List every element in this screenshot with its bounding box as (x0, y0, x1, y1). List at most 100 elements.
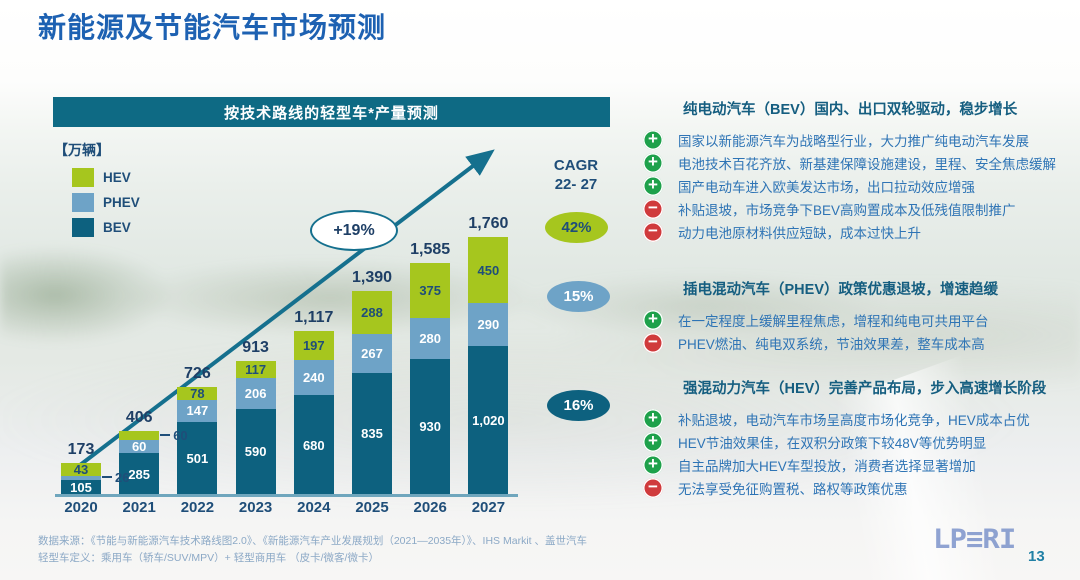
footnotes: 数据来源：《节能与新能源汽车技术路线图2.0》、《新能源汽车产业发展规划（202… (38, 533, 587, 567)
bar-segment-bev (293, 395, 334, 495)
bullet-item: + HEV节油效果佳，在双积分政策下较48V等优势明显 (635, 430, 1080, 453)
legend-item: PHEV (72, 193, 140, 212)
plus-icon: + (643, 175, 663, 196)
plus-icon: + (643, 152, 663, 173)
bar-total-label: 1,760 (468, 215, 509, 233)
section-title: 插电混动汽车（PHEV）政策优惠退坡，增速趋缓 (683, 282, 998, 298)
bar-total-label: 173 (67, 440, 95, 458)
segment-value: 375 (419, 282, 442, 298)
bar-segment-hev (293, 331, 334, 361)
bar-segment-phev (61, 475, 101, 480)
segment-value: 1,020 (472, 412, 505, 428)
bullet-item: − 无法享受免征购置税、路权等政策优惠 (635, 476, 1080, 499)
bullet-text: PHEV燃油、纯电双系统，节油效果差，整车成本高 (678, 336, 985, 352)
legend-swatch-hev (72, 168, 94, 187)
bar-total-label: 913 (242, 339, 269, 357)
chart-title-bar: 按技术路线的轻型车*产量预测 (53, 97, 610, 127)
sign-glyph: − (648, 476, 658, 496)
bullet-item: + 国家以新能源汽车为战略型行业，大力推广纯电动汽车发展 (635, 128, 1080, 151)
bullet-text: 自主品牌加大HEV车型投放，消费者选择显著增加 (678, 458, 976, 474)
sign-glyph: − (648, 197, 658, 217)
x-axis-tick-label: 2024 (297, 499, 331, 516)
bullet-text: 补贴退坡，电动汽车市场呈高度市场化竞争，HEV成本占优 (678, 412, 1030, 428)
x-axis-tick-label: 2022 (180, 499, 215, 516)
page-number: 13 (1028, 548, 1045, 565)
segment-value: 26 (115, 469, 130, 485)
segment-value: 501 (186, 450, 209, 466)
legend-item: HEV (72, 168, 140, 187)
bar-segment-hev (410, 262, 451, 318)
legend-label: PHEV (103, 195, 140, 210)
plus-icon: + (643, 309, 663, 330)
segment-value: 450 (477, 262, 500, 278)
x-axis-tick-label: 2020 (64, 499, 98, 516)
insight-section: 纯电动汽车（BEV）国内、出口双轮驱动，稳步增长 + 国家以新能源汽车为战略型行业，… (635, 98, 1080, 243)
plus-icon: + (643, 408, 663, 429)
bullet-item: − 补贴退坡，市场竞争下BEV高购置成本及低残值限制推广 (635, 197, 1080, 220)
legend-item: BEV (72, 218, 140, 237)
cagr-heading-line1: CAGR (553, 157, 599, 174)
bar-total-label: 406 (125, 409, 153, 427)
sign-glyph: + (648, 152, 658, 171)
sign-glyph: − (648, 220, 658, 240)
bar-segment-bev (61, 479, 101, 495)
plus-icon: + (643, 431, 663, 452)
segment-value: 835 (361, 426, 383, 442)
segment-value: 280 (419, 330, 442, 346)
segment-value: 240 (302, 370, 325, 386)
bullet-text: 无法享受免征购置税、路权等政策优惠 (678, 481, 908, 497)
sign-glyph: + (648, 408, 658, 427)
unit-label: 【万辆】 (54, 142, 110, 158)
legend-label: BEV (103, 220, 131, 235)
x-axis-line (55, 494, 518, 497)
cagr-heading: CAGR 22- 27 (540, 156, 612, 194)
chart-title: 按技术路线的轻型车*产量预测 (224, 104, 439, 122)
sign-glyph: + (648, 175, 658, 194)
bullet-item: − PHEV燃油、纯电双系统，节油效果差，整车成本高 (635, 331, 1080, 354)
bar-segment-hev (61, 462, 101, 476)
bullet-item: + 国产电动车进入欧美发达市场，出口拉动效应增强 (635, 174, 1080, 197)
segment-value: 590 (244, 444, 267, 460)
bullet-text: 国产电动车进入欧美发达市场，出口拉动效应增强 (678, 179, 975, 195)
bullet-item: + 补贴退坡，电动汽车市场呈高度市场化竞争，HEV成本占优 (635, 407, 1080, 430)
segment-value: 930 (419, 419, 442, 435)
bar-total-label: 726 (184, 365, 211, 383)
bullet-item: + 电池技术百花齐放、新基建保障设施建设，里程、安全焦虑缓解 (635, 151, 1080, 174)
segment-value-outside: 26 (102, 471, 129, 484)
insight-section: 插电混动汽车（PHEV）政策优惠退坡，增速趋缓 + 在一定程度上缓解里程焦虑，增程和… (635, 278, 1080, 354)
growth-annotation: +19% (333, 221, 375, 239)
section-title: 纯电动汽车（BEV）国内、出口双轮驱动，稳步增长 (683, 102, 1018, 118)
x-axis-tick-label: 2027 (471, 499, 506, 516)
bullet-text: HEV节油效果佳，在双积分政策下较48V等优势明显 (678, 435, 987, 451)
bar-segment-hev (468, 237, 509, 304)
chart-legend: HEV PHEV BEV (72, 168, 140, 237)
segment-value: 197 (302, 338, 325, 354)
segment-value: 285 (128, 466, 151, 482)
bullet-text: 在一定程度上缓解里程焦虑，增程和纯电可共用平台 (678, 313, 989, 329)
segment-value: 147 (186, 403, 209, 419)
bar-total-label: 1,390 (351, 269, 393, 287)
bullet-item: − 动力电池原材料供应短缺，成本过快上升 (635, 220, 1080, 243)
x-axis-tick-label: 2023 (238, 499, 273, 516)
segment-value: 206 (244, 385, 267, 401)
growth-annotation-badge: +19% (310, 210, 398, 251)
sign-glyph: + (648, 309, 658, 328)
legend-swatch-bev (72, 218, 94, 237)
bar-segment-phev (468, 303, 509, 346)
segment-value: 680 (302, 437, 325, 453)
plus-icon: + (643, 454, 663, 475)
bar-segment-phev (293, 360, 334, 396)
bar-segment-phev (410, 317, 451, 359)
minus-icon: − (643, 332, 663, 353)
bar-segment-bev (410, 358, 451, 495)
segment-value-outside: 60 (160, 429, 188, 442)
plus-icon: + (643, 129, 663, 150)
legend-swatch-phev (72, 193, 94, 212)
x-axis-tick-label: 2025 (355, 499, 389, 516)
segment-value: 60 (131, 439, 147, 455)
bar-total-label: 1,585 (410, 240, 451, 258)
segment-value: 288 (361, 304, 383, 320)
slide-title: 新能源及节能汽车市场预测 (38, 12, 387, 43)
